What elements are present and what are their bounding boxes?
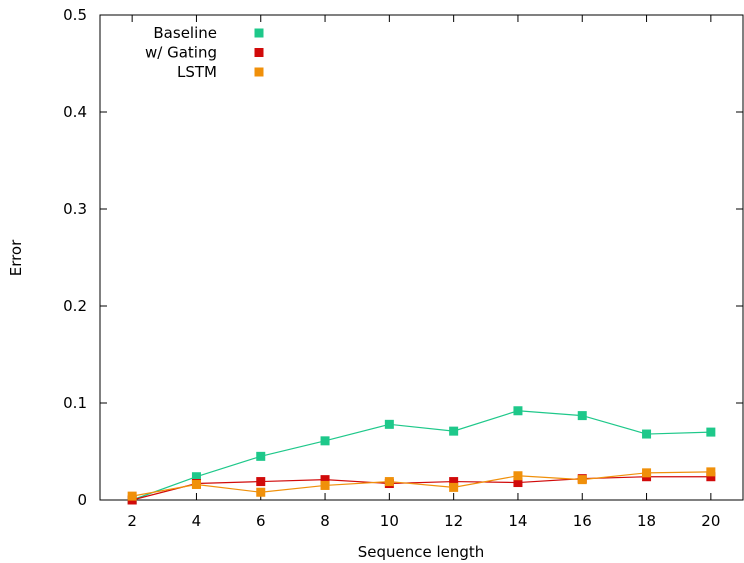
x-tick-label: 16: [573, 512, 592, 530]
legend-label: w/ Gating: [145, 44, 217, 62]
axes: 2 4 6 8 10 12 14 16 18 20 0 0.1 0.2 0.3 0.4 0.5: [63, 6, 744, 530]
series-layer: [127, 406, 716, 505]
data-point: [320, 475, 330, 485]
legend-label: Baseline: [153, 24, 217, 42]
data-point: [256, 451, 266, 461]
legend-swatch: [254, 28, 264, 38]
x-tick-label: 18: [637, 512, 656, 530]
legend-swatch: [254, 67, 264, 77]
series-line: [131, 410, 711, 501]
data-point: [127, 491, 137, 501]
x-tick-label: 2: [127, 512, 137, 530]
data-point: [384, 419, 394, 429]
x-tick-label: 4: [192, 512, 202, 530]
data-point: [642, 468, 652, 478]
y-tick-label: 0: [77, 491, 87, 509]
x-axis-title: Sequence length: [358, 543, 485, 561]
plot-frame: [99, 14, 744, 501]
data-point: [449, 477, 459, 487]
y-tick-label: 0.4: [63, 103, 87, 121]
data-point: [513, 478, 523, 488]
data-point: [191, 472, 201, 482]
data-point: [706, 467, 716, 477]
series-line: [132, 471, 711, 497]
data-point: [513, 471, 523, 481]
data-point: [320, 436, 330, 446]
y-tick-label: 0.5: [63, 6, 87, 24]
y-tick-label: 0.2: [63, 297, 87, 315]
x-tick-label: 14: [508, 512, 527, 530]
y-axis-title: Error: [7, 239, 25, 276]
data-point: [384, 477, 394, 487]
data-point: [642, 429, 652, 439]
y-tick-label: 0.3: [63, 200, 87, 218]
data-point: [513, 406, 523, 416]
data-point: [706, 427, 716, 437]
data-point: [449, 426, 459, 436]
x-tick-label: 20: [701, 512, 720, 530]
x-tick-label: 6: [256, 512, 266, 530]
legend-label: LSTM: [177, 63, 217, 81]
y-tick-label: 0.1: [63, 394, 87, 412]
series-line: [132, 476, 711, 501]
x-tick-label: 12: [444, 512, 463, 530]
data-point: [191, 479, 201, 489]
x-tick-label: 10: [380, 512, 399, 530]
data-point: [577, 411, 587, 421]
x-tick-label: 8: [320, 512, 330, 530]
legend-swatch: [254, 48, 264, 57]
data-point: [256, 487, 266, 497]
data-point: [320, 480, 330, 490]
data-point: [577, 475, 587, 485]
data-point: [256, 477, 266, 487]
data-point: [449, 482, 459, 492]
data-point: [706, 472, 716, 482]
